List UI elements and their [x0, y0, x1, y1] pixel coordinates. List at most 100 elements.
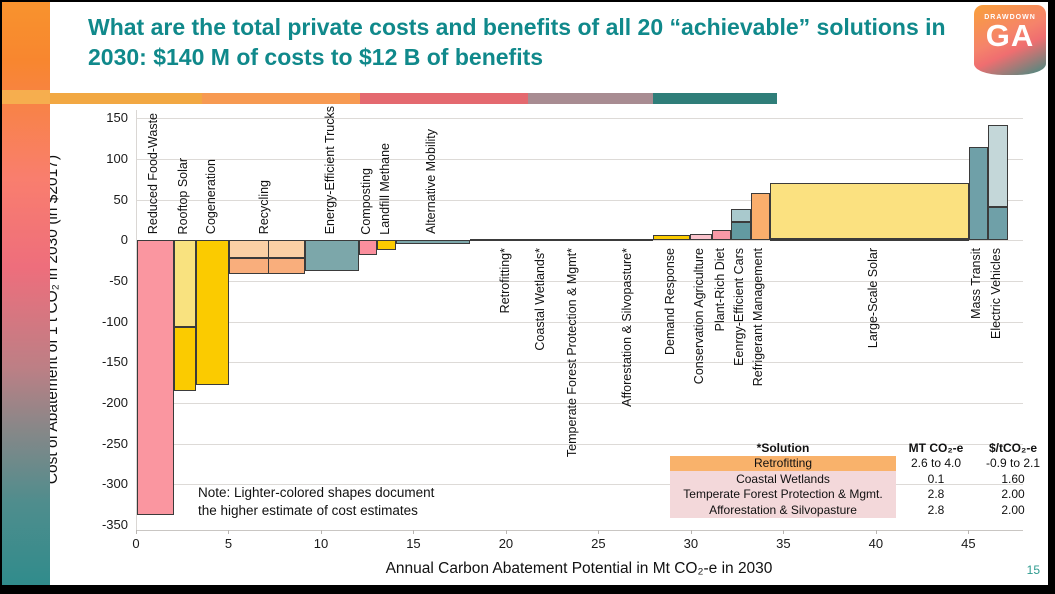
bar-label-composting: Composting	[359, 167, 374, 235]
y-tick-label--250: -250	[101, 435, 128, 451]
bar-label-eenrgy-efficient-cars: Eenrgy-Efficient Cars	[731, 248, 746, 367]
table-cell-mt: 2.8	[927, 502, 945, 517]
gridline-y-100	[137, 158, 1023, 160]
x-tick-mark-10	[320, 530, 322, 534]
gridline-y--200	[137, 403, 1023, 405]
drawdown-ga-logo: DRAWDOWN GA	[974, 5, 1046, 75]
table-cell-solution: Retrofitting	[670, 455, 896, 471]
y-tick-label--350: -350	[101, 517, 128, 533]
bar-electric-vehicles-seg2	[987, 125, 1009, 207]
x-tick-label-40: 40	[868, 536, 884, 551]
x-axis-title: Annual Carbon Abatement Potential in Mt …	[385, 560, 773, 577]
accent-stripe-segment-1	[50, 93, 202, 104]
table-row-retrofitting: Retrofitting 2.6 to 4.0 -0.9 to 2.1	[670, 455, 1048, 471]
bar-label-electric-vehicles: Electric Vehicles	[989, 248, 1004, 340]
y-tick-label--100: -100	[101, 313, 128, 329]
bar-retrofitting	[469, 238, 544, 242]
gridline-y--300	[137, 484, 1023, 486]
x-tick-label-10: 10	[313, 536, 329, 551]
bar-label-recycling: Recycling	[257, 180, 272, 235]
bar-label-demand-response: Demand Response	[662, 248, 677, 356]
y-tick-label--150: -150	[101, 354, 128, 370]
gridline-y--50	[137, 280, 1023, 282]
bar-label-conservation-agriculture: Conservation Agriculture	[692, 248, 707, 385]
bar-rooftop-solar-seg2	[173, 327, 197, 391]
x-tick-mark-35	[783, 530, 785, 534]
x-tick-mark-20	[505, 530, 507, 534]
x-tick-mark-30	[690, 530, 692, 534]
table-header-row: *Solution MT CO₂-e $/tCO₂-e	[670, 440, 1048, 456]
table-cell-cost: 2.00	[1001, 487, 1025, 502]
bar-alternative-mobility	[395, 240, 470, 245]
bar-label-landfill-methane: Landfill Methane	[377, 142, 392, 235]
table-header-mt: MT CO₂-e	[908, 440, 964, 455]
gridline-y-50	[137, 199, 1023, 201]
bar-coastal-wetlands	[543, 238, 546, 241]
x-tick-mark-0	[136, 530, 137, 534]
gridline-y-0	[137, 240, 1023, 242]
table-cell-solution: Temperate Forest Protection & Mgmt.	[670, 486, 896, 502]
table-row-coastal-wetlands: Coastal Wetlands 0.1 1.60	[670, 471, 1048, 487]
bar-afforestation-silvopasture	[599, 238, 654, 241]
chart-note-line-2: the higher estimate of cost estimates	[198, 503, 418, 519]
x-tick-mark-45	[968, 530, 970, 534]
bar-label-energy-efficient-trucks: Energy-Efficient Trucks	[323, 105, 338, 235]
bar-demand-response	[653, 235, 691, 241]
bar-label-rooftop-solar: Rooftop Solar	[176, 157, 191, 235]
table-cell-cost: 2.00	[1001, 502, 1025, 517]
bar-eenrgy-efficient-cars-seg1	[730, 222, 752, 241]
table-cell-solution: Afforestation & Silvopasture	[670, 502, 896, 518]
x-tick-mark-15	[413, 530, 415, 534]
accent-stripe-segment-2	[202, 93, 360, 104]
left-gradient-bar	[2, 2, 50, 585]
table-header-cost: $/tCO₂-e	[988, 440, 1037, 455]
chart-note: Note: Lighter-colored shapes document the…	[198, 484, 498, 520]
bar-reduced-food-waste	[137, 240, 174, 516]
y-tick-label-0: 0	[120, 232, 128, 248]
bar-energy-efficient-trucks	[305, 240, 359, 272]
bar-conservation-agriculture	[690, 233, 713, 241]
x-tick-mark-40	[875, 530, 877, 534]
bar-label-coastal-wetlands: Coastal Wetlands*	[533, 248, 548, 351]
bar-recycling-seg2	[229, 258, 306, 275]
table-row-afforestation-silvopasture: Afforestation & Silvopasture 2.8 2.00	[670, 502, 1048, 518]
x-tick-label-25: 25	[591, 536, 606, 551]
bar-label-cogeneration: Cogeneration	[203, 159, 218, 235]
table-cell-mt: 2.6 to 4.0	[910, 456, 962, 471]
x-tick-label-5: 5	[224, 536, 233, 551]
bar-refrigerant-management	[751, 193, 770, 241]
table-cell-cost: -0.9 to 2.1	[985, 456, 1041, 471]
bar-cogeneration	[196, 240, 230, 386]
accent-stripe-segment-3	[360, 93, 528, 104]
bar-label-temperate-forest-protection-mgmt: Temperate Forest Protection & Mgmt*	[564, 248, 579, 458]
bar-composting	[358, 240, 378, 255]
table-cell-mt: 2.8	[927, 487, 945, 502]
bar-label-reduced-food-waste: Reduced Food-Waste	[146, 113, 161, 235]
bar-label-retrofitting: Retrofitting*	[497, 248, 512, 314]
accent-stripe-segment-4	[528, 93, 653, 104]
x-tick-label-15: 15	[406, 536, 421, 551]
bar-recycling-seg1	[229, 240, 306, 259]
left-gradient-bar-band	[2, 90, 50, 104]
bar-temperate-forest-protection-mgmt	[545, 238, 600, 241]
y-tick-label--300: -300	[101, 476, 128, 492]
y-tick-label-100: 100	[106, 150, 128, 166]
plot-area: Reduced Food-Waste Rooftop Solar Cogenerat…	[136, 106, 1023, 531]
bar-landfill-methane	[377, 240, 396, 250]
y-tick-label--200: -200	[101, 395, 128, 411]
bar-plant-rich-diet	[712, 230, 731, 241]
bar-rooftop-solar-seg1	[173, 240, 197, 328]
bar-label-plant-rich-diet: Plant-Rich Diet	[712, 248, 727, 332]
page-title: What are the total private costs and ben…	[88, 14, 946, 71]
table-cell-solution: Coastal Wetlands	[670, 471, 896, 487]
accent-stripe-segment-5	[653, 93, 777, 104]
bar-eenrgy-efficient-cars-seg2	[730, 209, 752, 223]
slide: What are the total private costs and ben…	[2, 2, 1048, 585]
page-number: 15	[1026, 563, 1040, 577]
x-tick-label-45: 45	[961, 536, 976, 551]
bar-label-alternative-mobility: Alternative Mobility	[423, 129, 438, 235]
bar-label-mass-transit: Mass Transit	[968, 248, 983, 320]
y-tick-label-150: 150	[106, 110, 128, 126]
y-tick-label-50: 50	[113, 191, 128, 207]
table-cell-mt: 0.1	[927, 471, 945, 486]
